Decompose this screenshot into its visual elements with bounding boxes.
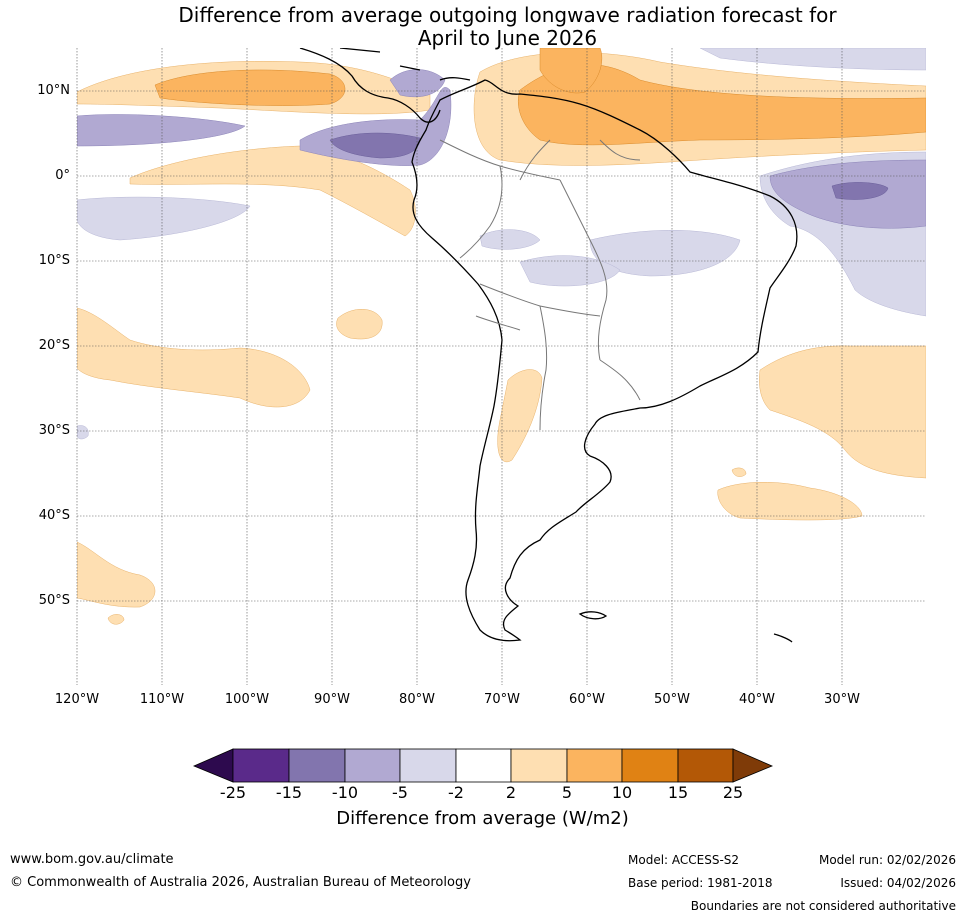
colorbar-tick: 2 [505,783,517,802]
title-line-2: April to June 2026 [417,26,598,50]
anomaly-shading [77,48,926,625]
colorbar-tick: -2 [448,783,464,802]
lon-label-110w: 110°W [139,692,185,707]
lat-label-20s: 20°S [38,338,70,353]
lat-label-30s: 30°S [38,423,70,438]
colorbar-tick: 10 [611,783,633,802]
lon-label-40w: 40°W [739,692,775,707]
anomaly-pos-small-pacific [336,309,383,340]
anomaly-pos-south-atlantic [759,345,926,479]
anomaly-pos-argentina [497,369,543,463]
country-borders [439,139,641,431]
footer-model-run: Model run: 02/02/2026 [818,853,956,867]
lon-label-30w: 30°W [824,692,860,707]
south-america-coastline [411,79,798,642]
falklands [578,611,608,620]
caribbean-islands [339,48,471,81]
footer-model: Model: ACCESS-S2 [628,853,740,867]
lon-label-50w: 50°W [654,692,690,707]
lon-label-60w: 60°W [569,692,605,707]
anomaly-pos-equatorial-pacific [129,145,416,237]
colorbar-tick: 25 [722,783,744,802]
lon-label-90w: 90°W [314,692,350,707]
anomaly-neg-west-amazon [479,229,541,250]
anomaly-neg-east-pacific [77,114,246,147]
anomaly-pos-small-patch [107,614,125,625]
lon-label-120w: 120°W [54,692,100,707]
anomaly-neg-caribbean [389,69,446,98]
title-line-1: Difference from average outgoing longwav… [178,3,837,27]
anomaly-pos-far-south-pacific [77,541,156,608]
anomaly-neg-small-patch [77,425,89,440]
lat-label-50s: 50°S [38,593,70,608]
lon-label-100w: 100°W [224,692,270,707]
lat-label-0: 0° [55,168,70,183]
colorbar-tick: 5 [561,783,573,802]
anomaly-pos-south-atlantic-2 [717,482,863,521]
anomaly-neg-south-pacific [77,196,251,241]
lon-label-80w: 80°W [399,692,435,707]
anomaly-pos-north-atlantic-core [517,64,926,146]
colorbar-tick: 15 [667,783,689,802]
lat-label-10n: 10°N [37,83,70,98]
anomaly-pos-south-pacific [77,307,311,408]
anomaly-pos-guiana [539,48,603,94]
colorbar-tick: -15 [275,783,303,802]
anomaly-neg-atlantic-core [831,182,889,200]
anomaly-neg-north-band [699,48,926,71]
south-georgia [773,633,793,643]
colorbar-tick: -10 [331,783,359,802]
lat-label-40s: 40°S [38,508,70,523]
anomaly-pos-small-atlantic [731,467,747,477]
coastlines [299,48,798,643]
lon-label-70w: 70°W [484,692,520,707]
footer-disclaimer: Boundaries are not considered authoritat… [690,899,956,913]
anomaly-neg-central-america-core [329,132,421,159]
chart-title: Difference from average outgoing longwav… [0,4,965,50]
footer-copyright: © Commonwealth of Australia 2026, Austra… [10,875,471,890]
colorbar-tick: -25 [219,783,247,802]
lat-label-10s: 10°S [38,253,70,268]
colorbar-label: Difference from average (W/m2) [336,808,629,829]
anomaly-neg-bolivia [519,255,621,287]
colorbar-tick: -5 [392,783,408,802]
footer-issued: Issued: 04/02/2026 [840,876,956,890]
footer-url[interactable]: www.bom.gov.au/climate [10,852,174,867]
central-america-coastline [299,48,441,123]
footer-base-period: Base period: 1981-2018 [628,876,773,890]
